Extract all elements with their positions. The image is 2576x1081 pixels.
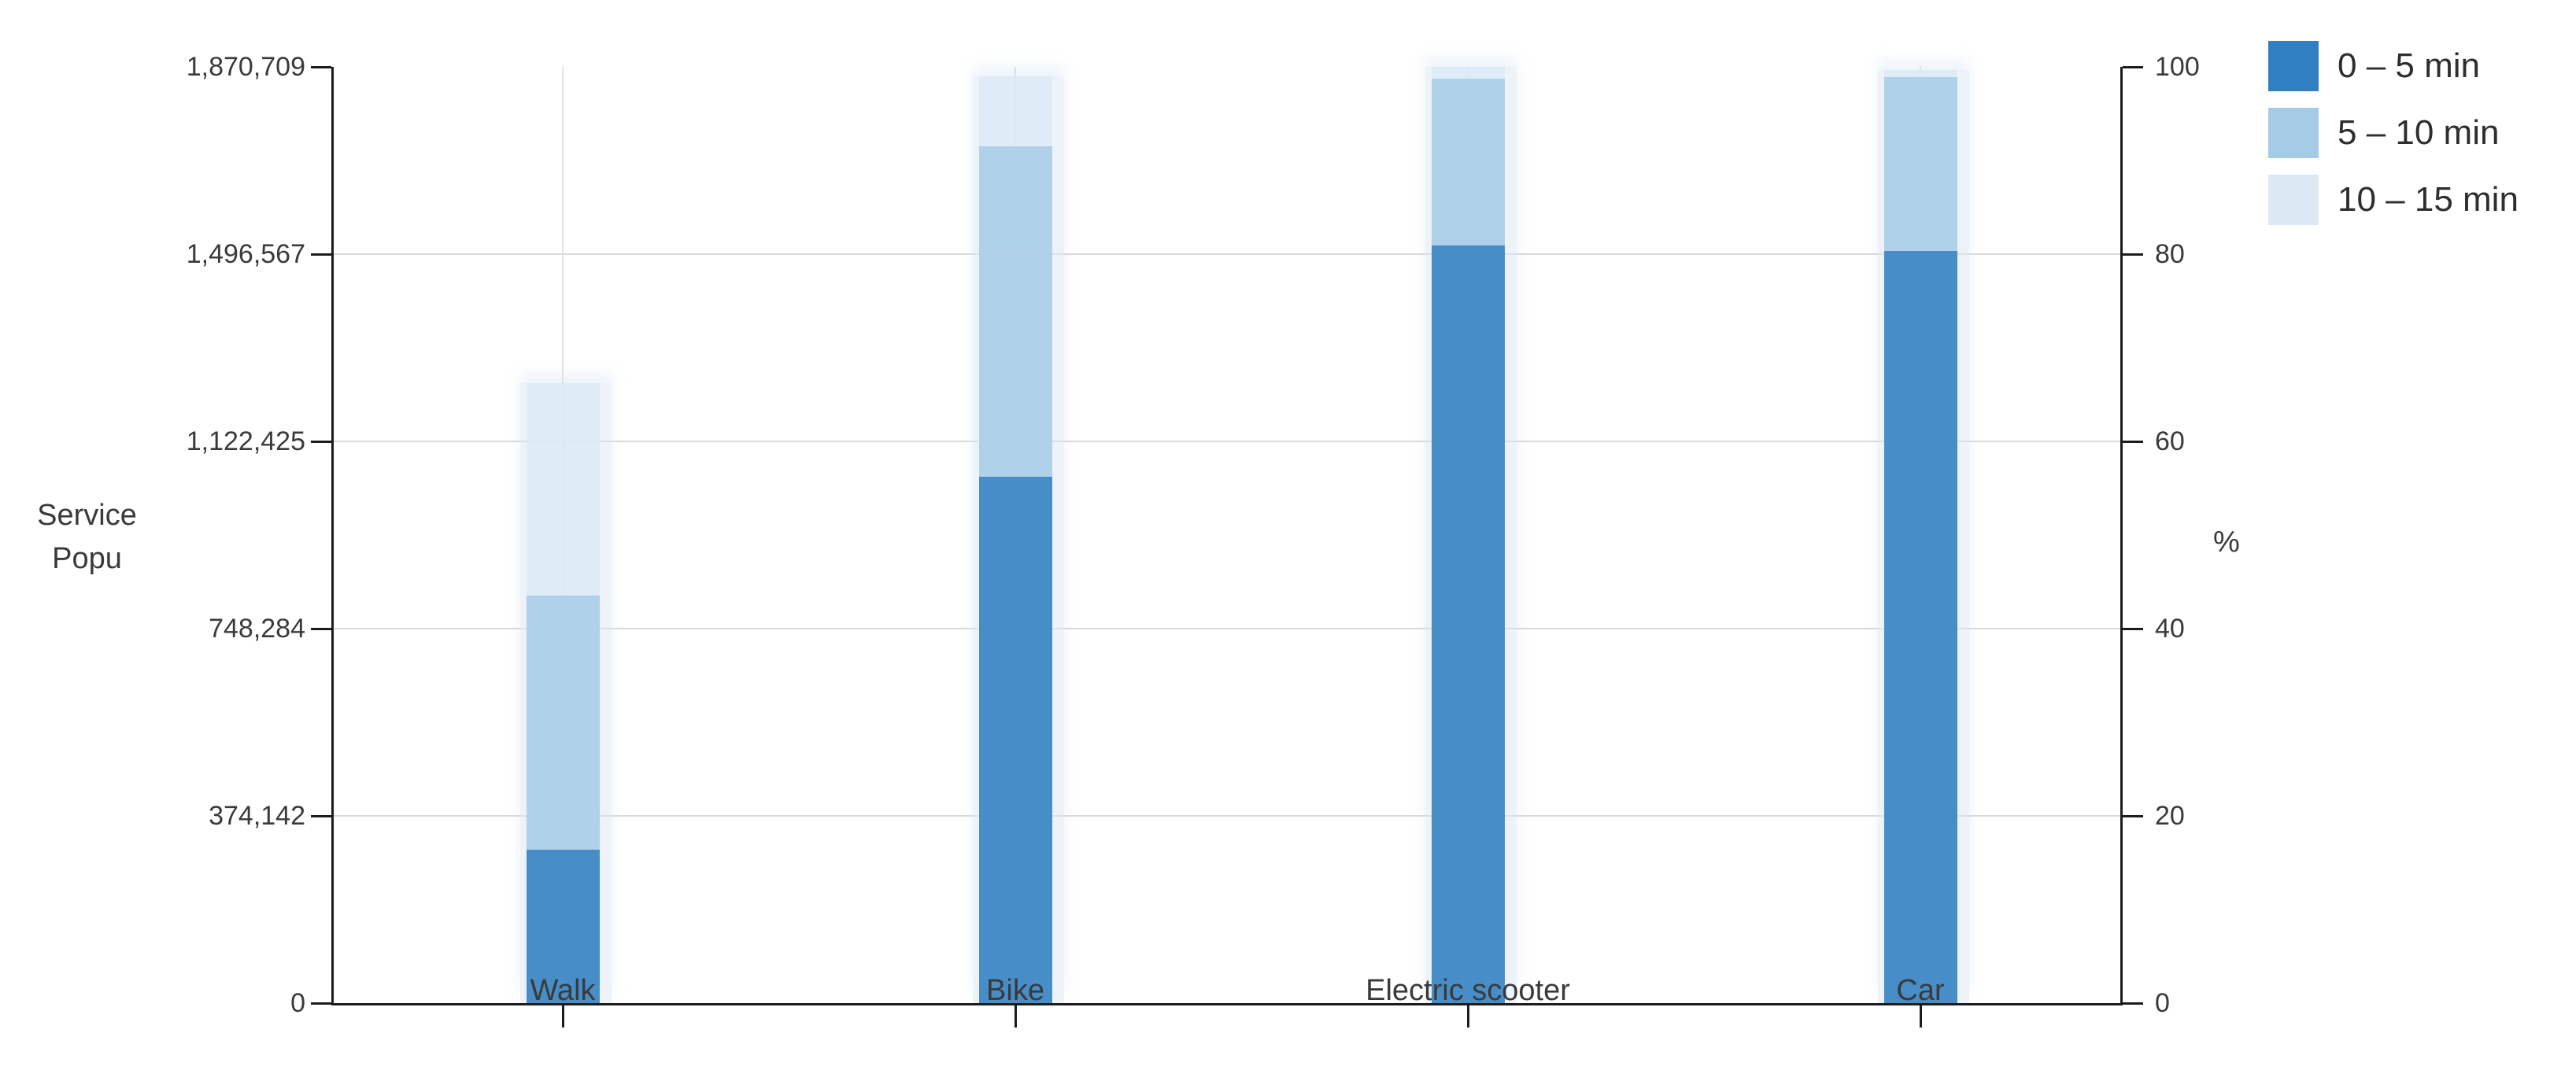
x-tick-mark [1467, 1005, 1469, 1028]
left-axis-title-line1: Service [37, 499, 137, 532]
right-tick-mark [2123, 815, 2143, 817]
left-tick-label: 374,142 [209, 801, 305, 831]
left-tick-mark [311, 628, 331, 630]
right-tick-label: 60 [2155, 426, 2185, 456]
right-axis-line [2120, 67, 2123, 1005]
left-tick-mark [311, 253, 331, 256]
right-tick-label: 80 [2155, 239, 2185, 269]
left-tick-label: 748,284 [209, 614, 305, 644]
x-tick-mark [562, 1005, 564, 1028]
gridline-374142 [333, 815, 2121, 817]
right-tick-label: 0 [2155, 988, 2170, 1018]
bar-car-segment-0[interactable] [1884, 251, 1957, 1003]
right-tick-label: 100 [2155, 52, 2200, 82]
right-tick-label: 40 [2155, 614, 2185, 644]
right-tick-mark [2123, 66, 2143, 68]
x-label-walk: Walk [530, 974, 596, 1007]
x-label-electric-scooter: Electric scooter [1366, 974, 1570, 1007]
legend-swatch-icon [2268, 108, 2319, 158]
gridline-1122425 [333, 441, 2121, 442]
left-tick-mark [311, 1002, 331, 1005]
legend-label: 10 – 15 min [2338, 180, 2519, 219]
legend-item-0[interactable]: 0 – 5 min [2268, 41, 2519, 91]
legend-item-1[interactable]: 5 – 10 min [2268, 108, 2519, 158]
legend-item-2[interactable]: 10 – 15 min [2268, 175, 2519, 225]
gridline-748284 [333, 628, 2121, 629]
right-tick-mark [2123, 1002, 2143, 1005]
left-tick-label: 0 [290, 988, 305, 1018]
right-tick-mark [2123, 628, 2143, 630]
legend-swatch-icon [2268, 175, 2319, 225]
plot-area [311, 66, 2143, 1028]
legend-label: 5 – 10 min [2338, 113, 2500, 152]
legend-label: 0 – 5 min [2338, 46, 2480, 85]
x-label-car: Car [1896, 974, 1945, 1007]
right-tick-mark [2123, 441, 2143, 443]
bar-electric-scooter-segment-0[interactable] [1432, 245, 1505, 1003]
legend: 0 – 5 min 5 – 10 min 10 – 15 min [2268, 41, 2519, 242]
x-tick-mark [1920, 1005, 1922, 1028]
bottom-axis-line [331, 1003, 2123, 1005]
left-axis-line [331, 67, 334, 1005]
bar-bike-segment-0[interactable] [979, 477, 1052, 1003]
right-axis-title: % [2213, 526, 2240, 559]
left-tick-mark [311, 815, 331, 817]
left-axis-title: Service Popu [14, 494, 160, 581]
left-tick-label: 1,122,425 [186, 426, 305, 456]
right-tick-label: 20 [2155, 801, 2185, 831]
gridline-1496567 [333, 253, 2121, 255]
left-tick-label: 1,496,567 [186, 239, 305, 269]
left-axis-title-line2: Popu [52, 542, 122, 575]
right-tick-mark [2123, 253, 2143, 256]
left-tick-mark [311, 441, 331, 443]
x-tick-mark [1015, 1005, 1017, 1028]
bar-walk-segment-0[interactable] [527, 849, 600, 1003]
left-tick-label: 1,870,709 [186, 52, 305, 82]
x-label-bike: Bike [986, 974, 1044, 1007]
legend-swatch-icon [2268, 41, 2319, 91]
left-tick-mark [311, 66, 331, 68]
